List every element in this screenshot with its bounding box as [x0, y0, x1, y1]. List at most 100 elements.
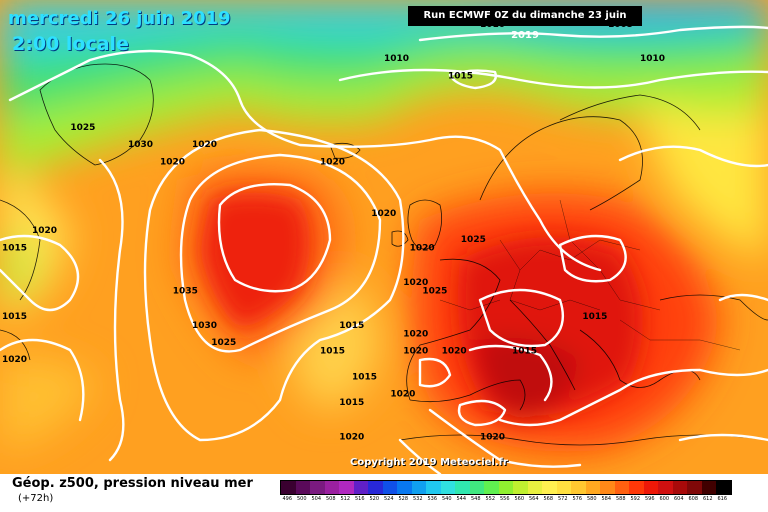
- colorbar-swatch: [295, 481, 310, 494]
- colorbar-swatch: [542, 481, 557, 494]
- colorbar-swatch: [339, 481, 354, 494]
- colorbar-swatch: [281, 481, 296, 494]
- colorbar-label: 576: [572, 496, 583, 502]
- colorbar-label: 572: [557, 496, 568, 502]
- colorbar-label: 504: [311, 496, 322, 502]
- isobar-label: 1015: [512, 347, 537, 357]
- isobar-label: 1015: [582, 312, 607, 322]
- colorbar-swatch: [585, 481, 600, 494]
- isobar-label: 1025: [70, 123, 95, 133]
- isobar-label: 1030: [128, 140, 153, 150]
- colorbar-label: 544: [456, 496, 467, 502]
- isobar-label: 1020: [32, 226, 57, 236]
- colorbar-swatch: [469, 481, 484, 494]
- colorbar: [280, 480, 732, 495]
- colorbar-swatch: [701, 481, 716, 494]
- isobar-label: 1035: [173, 286, 198, 296]
- colorbar-swatch: [672, 481, 687, 494]
- isobar-label: 1020: [339, 433, 364, 443]
- isobar-label: 1030: [192, 321, 217, 331]
- colorbar-swatch: [716, 481, 731, 494]
- forecast-time: 2:00 locale: [12, 33, 129, 55]
- geopotential-map: 1030102510201020101510201015102010351030…: [0, 0, 768, 474]
- colorbar-label: 560: [514, 496, 525, 502]
- colorbar-swatch: [556, 481, 571, 494]
- colorbar-label: 520: [369, 496, 380, 502]
- colorbar-label: 512: [340, 496, 351, 502]
- isobar-label: 1015: [352, 372, 377, 382]
- colorbar-label: 568: [543, 496, 554, 502]
- isobar-label: 1020: [442, 347, 467, 357]
- isobar-label: 1020: [403, 347, 428, 357]
- isobar-label: 1020: [403, 278, 428, 288]
- colorbar-label: 540: [441, 496, 452, 502]
- isobar-label: 1015: [320, 347, 345, 357]
- isobar-label: 1025: [211, 338, 236, 348]
- colorbar-swatch: [629, 481, 644, 494]
- isobar-label: 1020: [403, 329, 428, 339]
- isobar-label: 1025: [461, 235, 486, 245]
- legend-bar: Géop. z500, pression niveau mer (+72h) 4…: [0, 474, 768, 512]
- isobar-label: 1015: [448, 71, 473, 81]
- colorbar-swatch: [353, 481, 368, 494]
- colorbar-label: 536: [427, 496, 438, 502]
- colorbar-swatch: [440, 481, 455, 494]
- colorbar-swatch: [310, 481, 325, 494]
- colorbar-swatch: [498, 481, 513, 494]
- colorbar-label: 500: [296, 496, 307, 502]
- colorbar-label: 592: [630, 496, 641, 502]
- colorbar-label: 552: [485, 496, 496, 502]
- colorbar-label: 556: [499, 496, 510, 502]
- colorbar-swatch: [368, 481, 383, 494]
- colorbar-label: 580: [586, 496, 597, 502]
- colorbar-label: 516: [354, 496, 365, 502]
- coastlines: [0, 63, 768, 446]
- colorbar-swatch: [614, 481, 629, 494]
- colorbar-label: 608: [688, 496, 699, 502]
- isobar-label: 1020: [320, 157, 345, 167]
- run-info: Run ECMWF 0Z du dimanche 23 juin 2019: [408, 6, 642, 41]
- colorbar-swatch: [513, 481, 528, 494]
- isobar-label: 1020: [390, 390, 415, 400]
- colorbar-label: 604: [673, 496, 684, 502]
- colorbar-label: 528: [398, 496, 409, 502]
- colorbar-swatch: [571, 481, 586, 494]
- colorbar-swatch: [324, 481, 339, 494]
- isobar-label: 1015: [339, 398, 364, 408]
- isobar-label: 1015: [339, 321, 364, 331]
- isobar-label: 1010: [640, 54, 665, 64]
- colorbar-swatch: [643, 481, 658, 494]
- isobar-label: 1020: [2, 355, 27, 365]
- isobar-label: 1020: [371, 209, 396, 219]
- copyright-notice: Copyright 2019 Meteociel.fr: [350, 457, 508, 468]
- colorbar-label: 596: [644, 496, 655, 502]
- colorbar-labels: 496 500 504 508 512 516 520 524 528 532 536 540 544 5…: [280, 496, 730, 502]
- isobar-label: 1020: [480, 433, 505, 443]
- colorbar-swatch: [455, 481, 470, 494]
- colorbar-label: 616: [717, 496, 728, 502]
- colorbar-swatch: [687, 481, 702, 494]
- colorbar-label: 588: [615, 496, 626, 502]
- forecast-date: mercredi 26 juin 2019: [8, 8, 231, 29]
- isobar-label: 1015: [2, 312, 27, 322]
- isobar-label: 1020: [192, 140, 217, 150]
- isobar-label: 1020: [410, 243, 435, 253]
- isobar-label: 1020: [160, 157, 185, 167]
- colorbar-label: 496: [282, 496, 293, 502]
- colorbar-label: 548: [470, 496, 481, 502]
- colorbar-swatch: [658, 481, 673, 494]
- colorbar-swatch: [426, 481, 441, 494]
- isobar-label: 1025: [422, 286, 447, 296]
- colorbar-swatch: [600, 481, 615, 494]
- colorbar-swatch: [484, 481, 499, 494]
- colorbar-swatch: [397, 481, 412, 494]
- isobar-label: 1015: [2, 243, 27, 253]
- map-title: Géop. z500, pression niveau mer: [12, 476, 253, 491]
- colorbar-label: 584: [601, 496, 612, 502]
- forecast-lead: (+72h): [18, 493, 54, 504]
- colorbar-label: 600: [659, 496, 670, 502]
- colorbar-swatch: [382, 481, 397, 494]
- colorbar-swatch: [411, 481, 426, 494]
- colorbar-label: 532: [412, 496, 423, 502]
